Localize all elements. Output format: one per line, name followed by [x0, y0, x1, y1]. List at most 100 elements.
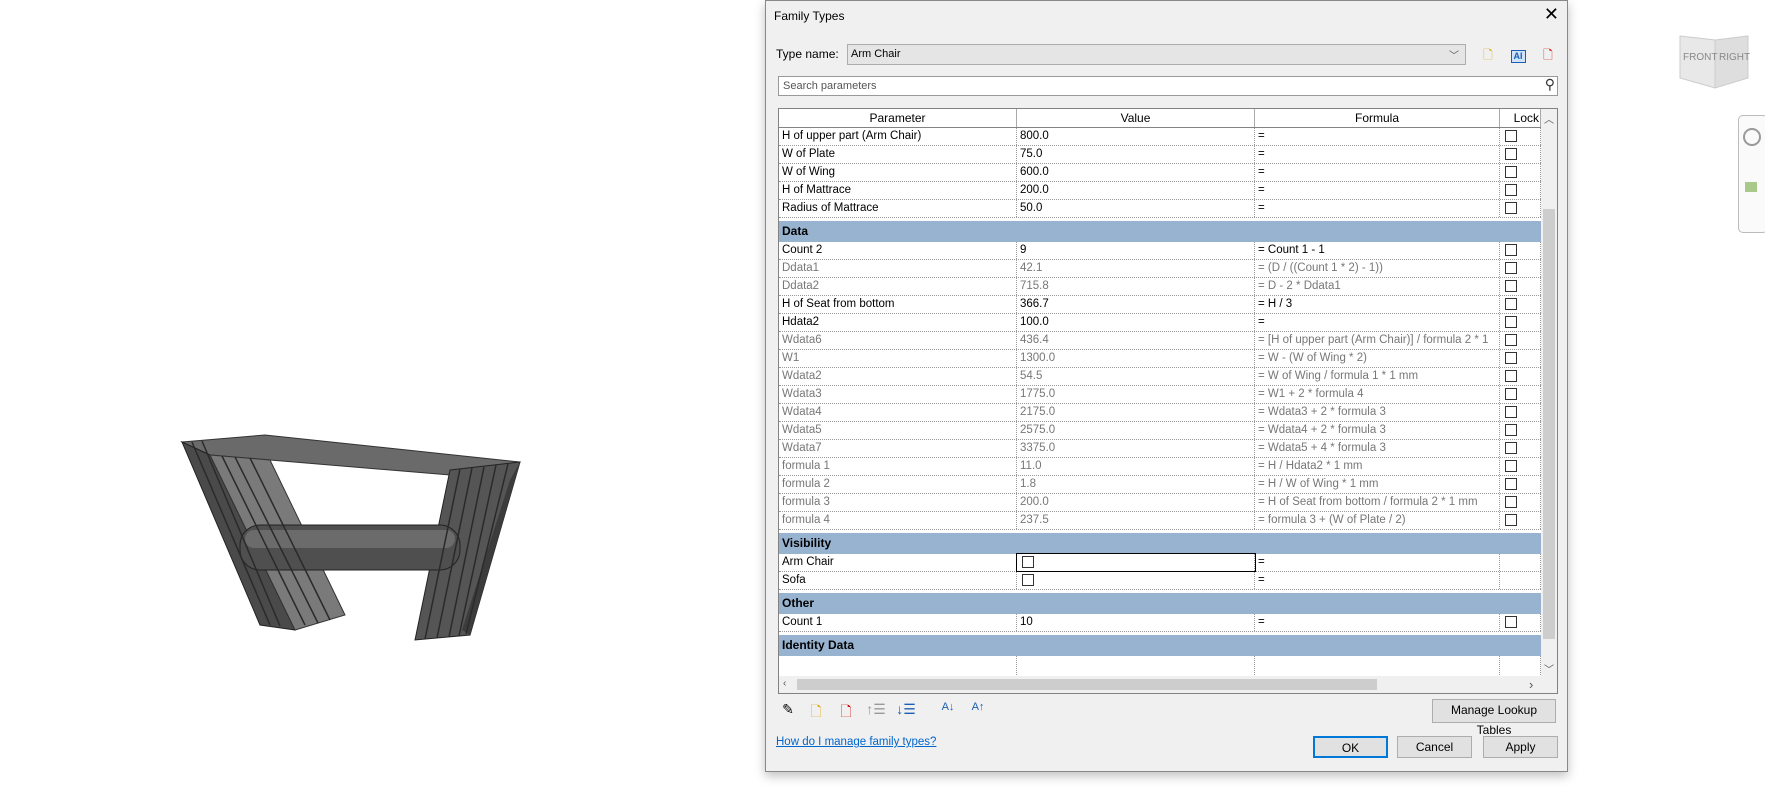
- lock-checkbox[interactable]: [1505, 513, 1517, 526]
- parameter-name[interactable]: formula 3: [779, 494, 1017, 511]
- parameter-value[interactable]: [1016, 553, 1256, 572]
- horizontal-scrollbar[interactable]: ‹ ›: [779, 676, 1557, 693]
- parameter-value[interactable]: 366.7: [1017, 296, 1255, 313]
- apply-button[interactable]: Apply: [1483, 736, 1558, 758]
- parameter-formula[interactable]: = H / W of Wing * 1 mm: [1255, 476, 1500, 493]
- viewcube-front-label[interactable]: FRONT: [1683, 52, 1718, 63]
- parameter-value[interactable]: 200.0: [1017, 494, 1255, 511]
- parameter-formula[interactable]: = formula 3 + (W of Plate / 2): [1255, 512, 1500, 529]
- viewcube-right-label[interactable]: RIGHT: [1719, 52, 1751, 63]
- parameter-name[interactable]: Wdata2: [779, 368, 1017, 385]
- parameter-value[interactable]: 2175.0: [1017, 404, 1255, 421]
- lock-checkbox[interactable]: [1505, 297, 1517, 310]
- parameter-value[interactable]: 11.0: [1017, 458, 1255, 475]
- parameter-name[interactable]: Wdata7: [779, 440, 1017, 457]
- group-header[interactable]: Data: [779, 221, 1541, 242]
- search-icon[interactable]: ⚲: [1544, 76, 1555, 92]
- parameter-name[interactable]: Wdata5: [779, 422, 1017, 439]
- delete-type-icon[interactable]: 🗋: [1543, 48, 1553, 62]
- parameter-formula[interactable]: = H of Seat from bottom / formula 2 * 1 …: [1255, 494, 1500, 511]
- parameter-name[interactable]: Ddata1: [779, 260, 1017, 277]
- lock-checkbox[interactable]: [1505, 315, 1517, 328]
- parameter-value[interactable]: 1300.0: [1017, 350, 1255, 367]
- zoom-region-icon[interactable]: [1745, 182, 1757, 192]
- lock-checkbox[interactable]: [1505, 165, 1517, 178]
- lock-checkbox[interactable]: [1505, 201, 1517, 214]
- lock-checkbox[interactable]: [1505, 333, 1517, 346]
- parameter-formula[interactable]: = W - (W of Wing * 2): [1255, 350, 1500, 367]
- parameter-formula[interactable]: = W of Wing / formula 1 * 1 mm: [1255, 368, 1500, 385]
- parameter-formula[interactable]: = Wdata4 + 2 * formula 3: [1255, 422, 1500, 439]
- parameter-value[interactable]: 800.0: [1017, 128, 1255, 145]
- close-icon[interactable]: ✕: [1543, 4, 1559, 24]
- lock-checkbox[interactable]: [1505, 351, 1517, 364]
- parameter-formula[interactable]: = Wdata3 + 2 * formula 3: [1255, 404, 1500, 421]
- parameter-value[interactable]: 200.0: [1017, 182, 1255, 199]
- new-type-icon[interactable]: 🗋: [1483, 48, 1493, 62]
- lock-checkbox[interactable]: [1505, 441, 1517, 454]
- parameter-name[interactable]: Count 1: [779, 614, 1017, 631]
- parameter-name[interactable]: H of Mattrace: [779, 182, 1017, 199]
- parameter-name[interactable]: Arm Chair: [779, 554, 1017, 571]
- parameter-formula[interactable]: = Count 1 - 1: [1255, 242, 1500, 259]
- parameter-name[interactable]: formula 2: [779, 476, 1017, 493]
- parameter-name[interactable]: H of Seat from bottom: [779, 296, 1017, 313]
- parameter-value[interactable]: 436.4: [1017, 332, 1255, 349]
- parameter-name[interactable]: Sofa: [779, 572, 1017, 589]
- parameter-name[interactable]: W1: [779, 350, 1017, 367]
- parameter-value[interactable]: 42.1: [1017, 260, 1255, 277]
- lock-checkbox[interactable]: [1505, 477, 1517, 490]
- parameter-formula[interactable]: =: [1255, 128, 1500, 145]
- navigation-bar[interactable]: [1738, 115, 1765, 233]
- edit-parameter-icon[interactable]: ✎: [782, 701, 794, 717]
- parameter-formula[interactable]: =: [1255, 200, 1500, 217]
- cancel-button[interactable]: Cancel: [1397, 736, 1472, 758]
- view-cube[interactable]: FRONT RIGHT: [1675, 28, 1753, 92]
- lock-checkbox[interactable]: [1505, 147, 1517, 160]
- column-header-lock[interactable]: Lock: [1500, 109, 1541, 127]
- parameter-value[interactable]: 75.0: [1017, 146, 1255, 163]
- parameter-name[interactable]: Wdata6: [779, 332, 1017, 349]
- lock-checkbox[interactable]: [1505, 261, 1517, 274]
- group-header[interactable]: Visibility: [779, 533, 1541, 554]
- parameter-name[interactable]: Ddata2: [779, 278, 1017, 295]
- help-link[interactable]: How do I manage family types?: [776, 736, 937, 748]
- parameter-formula[interactable]: = [H of upper part (Arm Chair)] / formul…: [1255, 332, 1500, 349]
- parameter-formula[interactable]: = (D / ((Count 1 * 2) - 1)): [1255, 260, 1500, 277]
- parameter-name[interactable]: W of Plate: [779, 146, 1017, 163]
- new-parameter-icon[interactable]: 🗋: [810, 703, 822, 719]
- parameter-name[interactable]: formula 1: [779, 458, 1017, 475]
- manage-lookup-tables-button[interactable]: Manage Lookup Tables: [1432, 699, 1556, 737]
- move-up-icon[interactable]: ↑☰: [866, 701, 886, 717]
- parameter-value[interactable]: 1.8: [1017, 476, 1255, 493]
- parameter-name[interactable]: Wdata4: [779, 404, 1017, 421]
- lock-checkbox[interactable]: [1505, 279, 1517, 292]
- parameter-value[interactable]: 237.5: [1017, 512, 1255, 529]
- lock-checkbox[interactable]: [1505, 495, 1517, 508]
- lock-checkbox[interactable]: [1505, 405, 1517, 418]
- search-parameters-input[interactable]: Search parameters ⚲: [778, 76, 1558, 96]
- parameter-name[interactable]: H of upper part (Arm Chair): [779, 128, 1017, 145]
- delete-parameter-icon[interactable]: 🗋: [840, 703, 852, 719]
- lock-checkbox[interactable]: [1505, 129, 1517, 142]
- parameter-formula[interactable]: =: [1255, 614, 1500, 631]
- parameter-formula[interactable]: = D - 2 * Ddata1: [1255, 278, 1500, 295]
- column-header-parameter[interactable]: Parameter: [779, 109, 1017, 127]
- value-checkbox[interactable]: [1022, 555, 1034, 568]
- parameter-formula[interactable]: = H / 3: [1255, 296, 1500, 313]
- parameter-value[interactable]: 54.5: [1017, 368, 1255, 385]
- parameter-value[interactable]: 3375.0: [1017, 440, 1255, 457]
- lock-checkbox[interactable]: [1505, 387, 1517, 400]
- group-header[interactable]: Identity Data: [779, 635, 1541, 656]
- lock-checkbox[interactable]: [1505, 369, 1517, 382]
- value-checkbox[interactable]: [1022, 573, 1034, 586]
- parameter-value[interactable]: 715.8: [1017, 278, 1255, 295]
- parameter-formula[interactable]: =: [1255, 572, 1500, 589]
- steering-wheel-icon[interactable]: [1743, 128, 1761, 146]
- parameter-value[interactable]: [1017, 572, 1255, 589]
- parameter-formula[interactable]: =: [1255, 314, 1500, 331]
- parameter-formula[interactable]: = W1 + 2 * formula 4: [1255, 386, 1500, 403]
- group-header[interactable]: Other: [779, 593, 1541, 614]
- type-name-dropdown[interactable]: Arm Chair ﹀: [847, 44, 1466, 65]
- parameter-value[interactable]: 600.0: [1017, 164, 1255, 181]
